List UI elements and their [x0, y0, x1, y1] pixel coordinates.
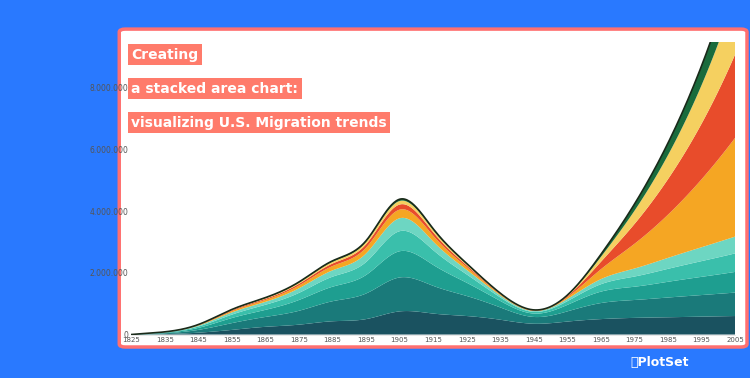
Text: visualizing U.S. Migration trends: visualizing U.S. Migration trends [131, 116, 387, 130]
Text: Creating: Creating [131, 48, 198, 62]
Text: ⓆPlotSet: ⓆPlotSet [631, 356, 689, 369]
Text: a stacked area chart:: a stacked area chart: [131, 82, 298, 96]
